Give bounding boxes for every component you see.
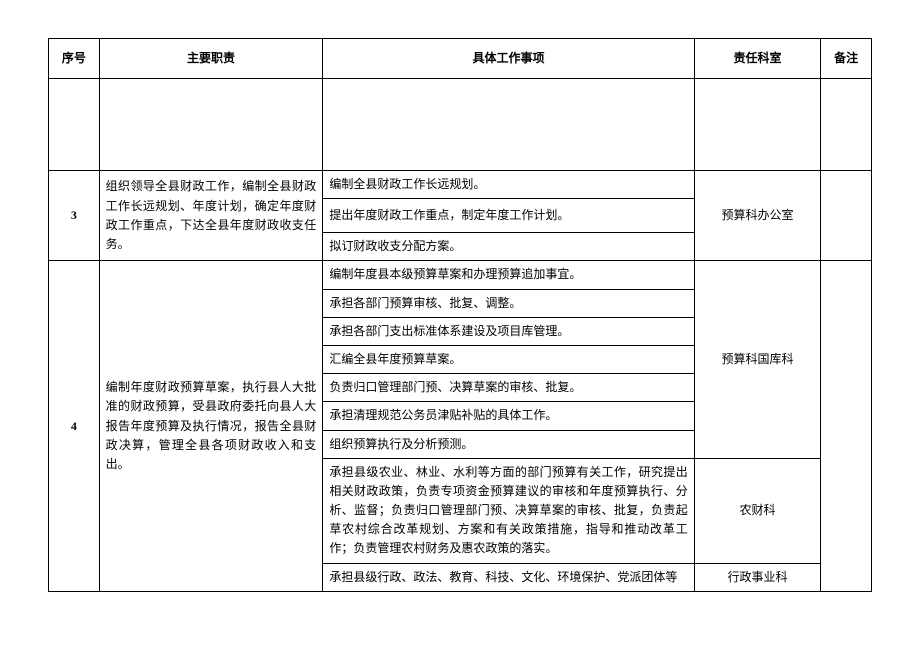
work-cell: 负责归口管理部门预、决算草案的审核、批复。: [323, 374, 694, 402]
dept-cell: 预算科国库科: [694, 261, 821, 458]
work-cell: 承担县级农业、林业、水利等方面的部门预算有关工作，研究提出相关财政政策，负责专项…: [323, 458, 694, 563]
work-cell: 汇编全县年度预算草案。: [323, 345, 694, 373]
work-cell: 承担各部门支出标准体系建设及项目库管理。: [323, 317, 694, 345]
empty-cell: [99, 79, 323, 171]
table-row: 4 编制年度财政预算草案，执行县人大批准的财政预算，受县政府委托向县人大报告年度…: [49, 261, 872, 289]
work-cell: 承担清理规范公务员津贴补贴的具体工作。: [323, 402, 694, 430]
seq-cell: 3: [49, 171, 100, 261]
header-row: 序号 主要职责 具体工作事项 责任科室 备注: [49, 39, 872, 79]
work-cell: 编制全县财政工作长远规划。: [323, 171, 694, 199]
header-dept: 责任科室: [694, 39, 821, 79]
work-cell: 编制年度县本级预算草案和办理预算追加事宜。: [323, 261, 694, 289]
empty-cell: [694, 79, 821, 171]
header-work: 具体工作事项: [323, 39, 694, 79]
work-cell: 承担各部门预算审核、批复、调整。: [323, 289, 694, 317]
empty-row: [49, 79, 872, 171]
header-note: 备注: [821, 39, 872, 79]
work-cell: 组织预算执行及分析预测。: [323, 430, 694, 458]
responsibility-table: 序号 主要职责 具体工作事项 责任科室 备注 3 组织领导全县财政工作，编制全县…: [48, 38, 872, 592]
header-seq: 序号: [49, 39, 100, 79]
empty-cell: [821, 79, 872, 171]
duty-cell: 编制年度财政预算草案，执行县人大批准的财政预算，受县政府委托向县人大报告年度预算…: [99, 261, 323, 591]
dept-cell: 预算科办公室: [694, 171, 821, 261]
empty-cell: [323, 79, 694, 171]
dept-cell: 行政事业科: [694, 563, 821, 591]
seq-cell: 4: [49, 261, 100, 591]
header-duty: 主要职责: [99, 39, 323, 79]
work-cell: 提出年度财政工作重点，制定年度工作计划。: [323, 199, 694, 233]
empty-cell: [49, 79, 100, 171]
work-cell: 拟订财政收支分配方案。: [323, 233, 694, 261]
dept-cell: 农财科: [694, 458, 821, 563]
work-cell: 承担县级行政、政法、教育、科技、文化、环境保护、党派团体等: [323, 563, 694, 591]
table-row: 3 组织领导全县财政工作，编制全县财政工作长远规划、年度计划，确定年度财政工作重…: [49, 171, 872, 199]
note-cell: [821, 261, 872, 591]
duty-cell: 组织领导全县财政工作，编制全县财政工作长远规划、年度计划，确定年度财政工作重点，…: [99, 171, 323, 261]
note-cell: [821, 171, 872, 261]
